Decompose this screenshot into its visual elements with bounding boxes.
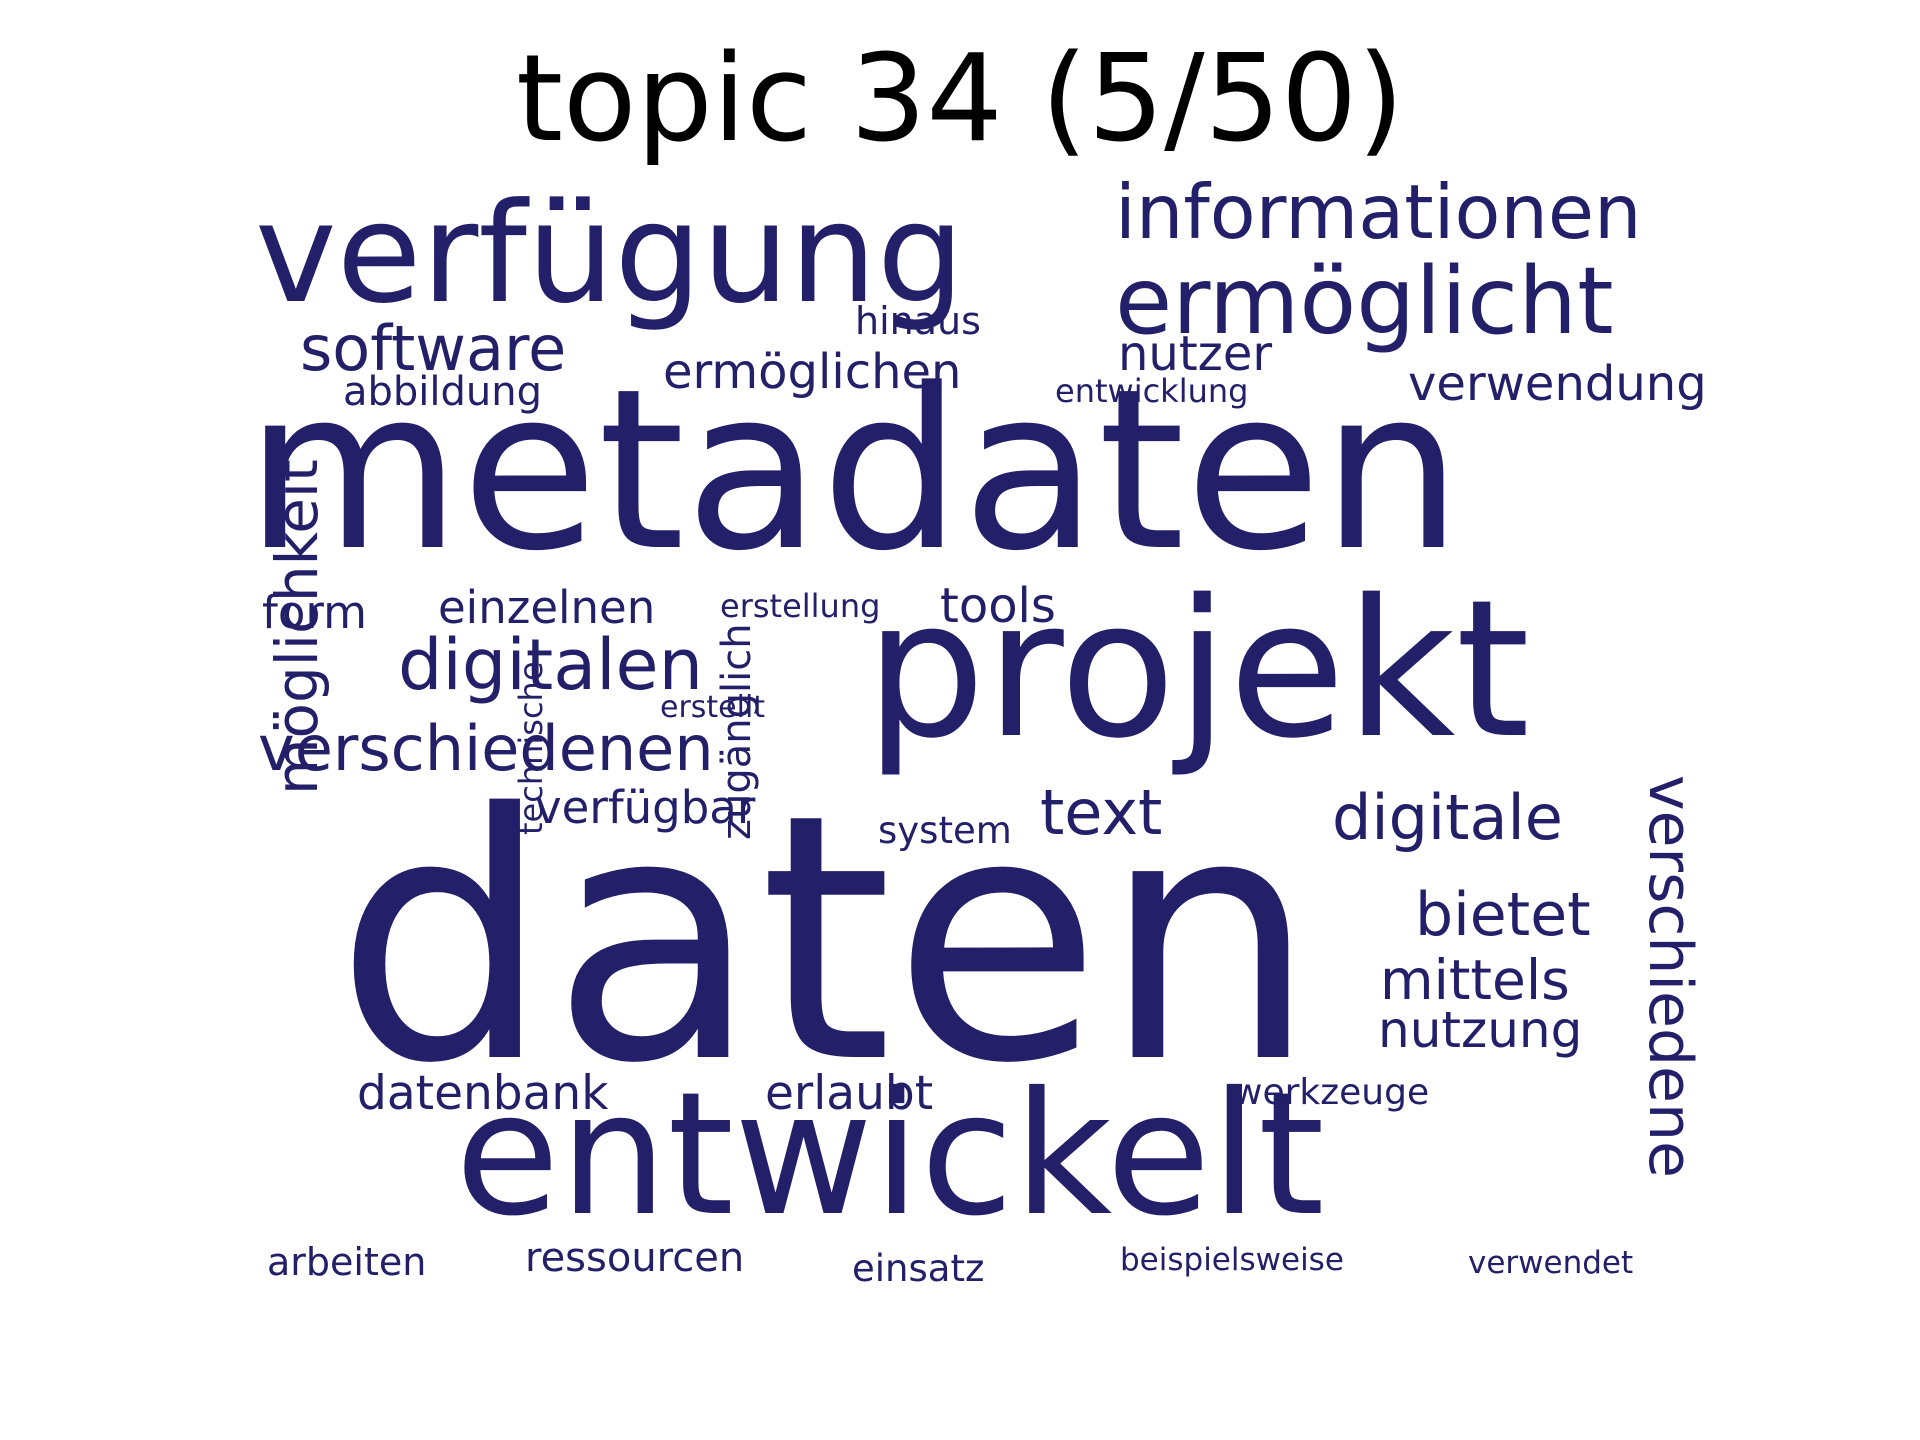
word-nutzung: nutzung [1378, 1001, 1583, 1059]
word-ermöglicht: ermöglicht [1115, 247, 1614, 355]
word-projekt: projekt [865, 559, 1530, 780]
chart-title: topic 34 (5/50) [515, 30, 1405, 169]
word-einzelnen: einzelnen [438, 581, 656, 634]
word-werkzeuge: werkzeuge [1233, 1072, 1430, 1113]
word-form: form [262, 586, 367, 639]
word-daten: daten [335, 742, 1318, 1138]
word-abbildung: abbildung [343, 369, 543, 415]
word-erstellt: erstellt [660, 690, 766, 725]
word-ressourcen: ressourcen [525, 1235, 745, 1281]
word-beispielsweise: beispielsweise [1120, 1242, 1344, 1278]
word-verfügung: verfügung [255, 173, 965, 334]
word-datenbank: datenbank [357, 1066, 609, 1121]
word-mittels: mittels [1380, 948, 1570, 1012]
word-nutzer: nutzer [1118, 326, 1273, 382]
word-zugänglich: zugänglich [714, 623, 760, 840]
word-ermöglichen: ermöglichen [663, 344, 962, 400]
word-bietet: bietet [1415, 880, 1591, 950]
word-informationen: informationen [1115, 168, 1642, 256]
word-verwendung: verwendung [1408, 356, 1707, 412]
word-technische: technische [512, 661, 550, 835]
word-metadaten: metadaten [245, 342, 1463, 600]
word-text: text [1040, 776, 1163, 849]
word-digitalen: digitalen [398, 624, 703, 706]
word-arbeiten: arbeiten [267, 1240, 427, 1284]
word-hinaus: hinaus [855, 299, 981, 343]
word-erstellung: erstellung [720, 587, 881, 625]
word-erlaubt: erlaubt [765, 1066, 934, 1121]
word-einsatz: einsatz [852, 1247, 985, 1290]
word-tools: tools [940, 578, 1056, 634]
word-system: system [878, 809, 1012, 852]
word-verwendet: verwendet [1468, 1245, 1634, 1281]
word-software: software [300, 312, 567, 385]
word-digitale: digitale [1332, 781, 1563, 854]
word-entwickelt: entwickelt [455, 1056, 1325, 1254]
word-verschiedene: verschiedene [1635, 775, 1705, 1178]
word-entwicklung: entwicklung [1055, 372, 1249, 410]
word-verfügbar: verfügbar [535, 781, 756, 834]
word-verschiedenen: verschiedenen [258, 712, 714, 785]
